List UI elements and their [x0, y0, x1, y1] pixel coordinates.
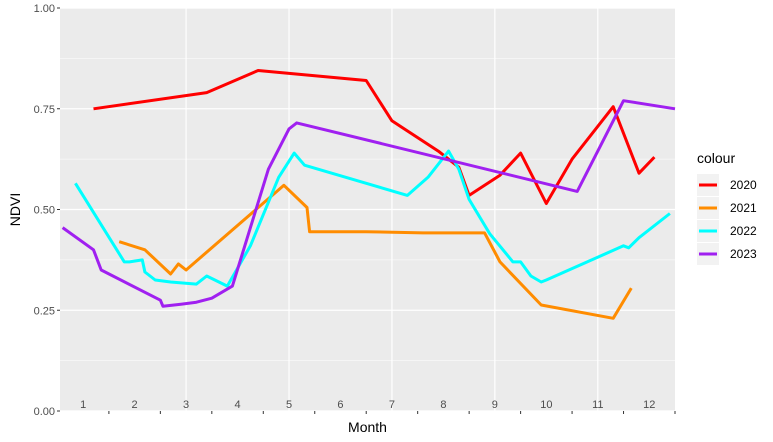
y-axis: 0.00 0.25 0.50 0.75 1.00 — [34, 3, 60, 418]
series-line-2022 — [74, 149, 671, 288]
series-line-2023 — [61, 99, 676, 308]
y-tick-label: 0.00 — [34, 406, 55, 418]
y-tick-label: 0.50 — [34, 205, 55, 217]
grid-lines — [60, 7, 675, 412]
month-label: 8 — [440, 399, 446, 411]
month-labels: 1 2 3 4 5 6 7 8 9 10 11 12 — [80, 399, 655, 411]
legend: colour 2020 2021 2022 2023 — [697, 150, 757, 265]
month-label: 7 — [389, 399, 395, 411]
month-label: 11 — [592, 399, 603, 411]
legend-label-2022: 2022 — [730, 224, 757, 238]
x-axis — [108, 411, 676, 414]
y-tick-label: 1.00 — [34, 3, 55, 15]
series-lines — [61, 69, 676, 320]
y-tick-label: 0.75 — [34, 104, 55, 116]
legend-label-2020: 2020 — [730, 178, 757, 192]
legend-label-2021: 2021 — [730, 201, 757, 215]
month-label: 5 — [286, 399, 292, 411]
legend-label-2023: 2023 — [730, 247, 757, 261]
month-label: 1 — [80, 399, 86, 411]
month-label: 10 — [540, 399, 552, 411]
month-label: 6 — [337, 399, 343, 411]
y-tick-label: 0.25 — [34, 305, 55, 317]
y-axis-title: NDVI — [7, 193, 23, 226]
month-label: 3 — [183, 399, 189, 411]
series-line-2021 — [118, 183, 633, 320]
month-label: 12 — [643, 399, 655, 411]
month-label: 9 — [492, 399, 498, 411]
month-label: 2 — [132, 399, 138, 411]
legend-title: colour — [697, 150, 735, 166]
month-label: 4 — [234, 399, 240, 411]
x-axis-title: Month — [348, 419, 387, 435]
